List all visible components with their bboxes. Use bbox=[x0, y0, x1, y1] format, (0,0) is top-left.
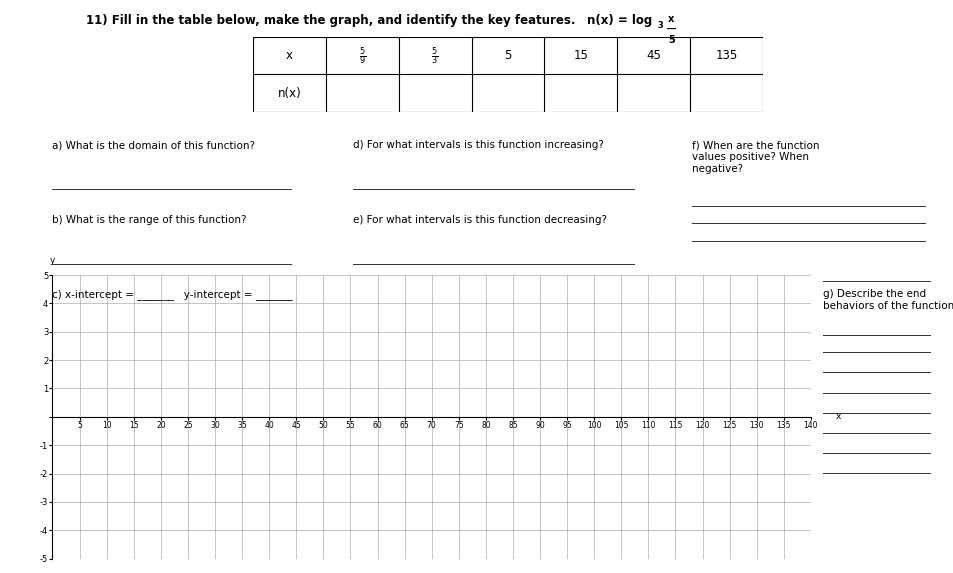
Text: x: x bbox=[835, 413, 840, 421]
Text: c) x-intercept = _______   y-intercept = _______: c) x-intercept = _______ y-intercept = _… bbox=[52, 289, 293, 300]
Text: x: x bbox=[286, 49, 293, 62]
Text: $\frac{5}{3}$: $\frac{5}{3}$ bbox=[431, 45, 438, 66]
Text: y: y bbox=[50, 256, 55, 265]
Text: e) For what intervals is this function decreasing?: e) For what intervals is this function d… bbox=[353, 215, 606, 225]
Text: a) What is the domain of this function?: a) What is the domain of this function? bbox=[52, 140, 255, 150]
Text: g) Describe the end
behaviors of the function.: g) Describe the end behaviors of the fun… bbox=[822, 289, 953, 311]
Text: 5: 5 bbox=[667, 35, 674, 45]
Text: 15: 15 bbox=[573, 49, 588, 62]
Text: 11) Fill in the table below, make the graph, and identify the key features.: 11) Fill in the table below, make the gr… bbox=[86, 14, 575, 28]
Text: 135: 135 bbox=[715, 49, 737, 62]
Text: 45: 45 bbox=[646, 49, 660, 62]
Text: n(x) = log: n(x) = log bbox=[586, 14, 651, 28]
Text: ―: ― bbox=[666, 25, 675, 34]
Text: 5: 5 bbox=[504, 49, 511, 62]
Text: x: x bbox=[667, 14, 674, 24]
Text: n(x): n(x) bbox=[277, 87, 301, 100]
Text: b) What is the range of this function?: b) What is the range of this function? bbox=[52, 215, 247, 225]
Text: f) When are the function
values positive? When
negative?: f) When are the function values positive… bbox=[691, 140, 819, 174]
Text: d) For what intervals is this function increasing?: d) For what intervals is this function i… bbox=[353, 140, 603, 150]
Text: $\frac{5}{9}$: $\frac{5}{9}$ bbox=[358, 45, 365, 66]
Text: 3: 3 bbox=[657, 21, 662, 30]
